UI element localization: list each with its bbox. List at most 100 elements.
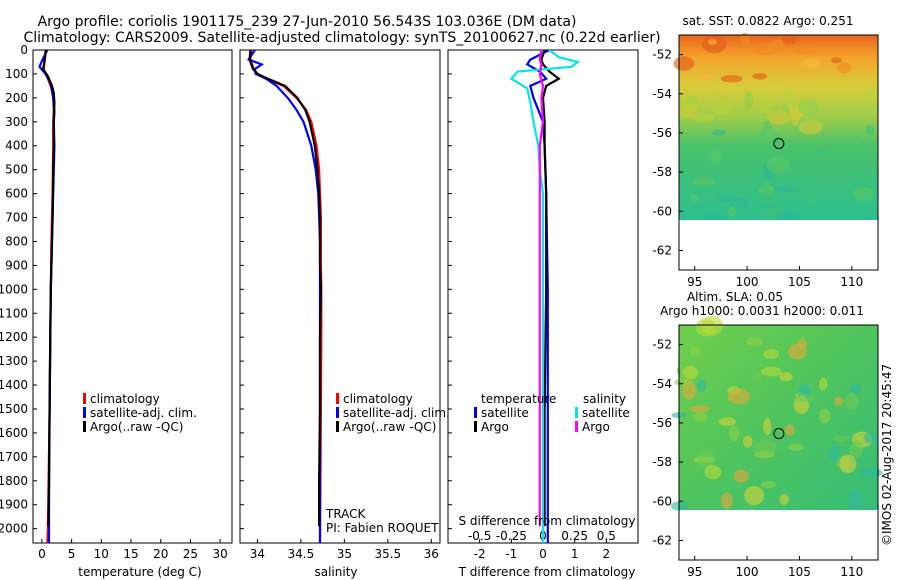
lon-tick-label: 105 bbox=[788, 275, 811, 289]
lon-tick-label: 95 bbox=[687, 275, 702, 289]
pi-label: PI: Fabien ROQUET bbox=[326, 521, 439, 535]
sst-texture-patch bbox=[852, 187, 875, 202]
sla-texture-patch bbox=[673, 378, 692, 386]
x-tick-label: 35.5 bbox=[374, 547, 401, 561]
sst-field bbox=[679, 35, 878, 220]
sla-texture-patch bbox=[788, 343, 807, 360]
series-line-s-satellite bbox=[509, 50, 581, 543]
legend-swatch-satellite bbox=[336, 407, 339, 418]
sla-texture-patch bbox=[834, 396, 844, 406]
x-tick-label: 1 bbox=[571, 547, 579, 561]
s-diff-xlabel: S difference from climatology bbox=[459, 514, 636, 528]
salinity-xlabel: salinity bbox=[314, 565, 357, 579]
s-diff-tick-label: -0.25 bbox=[496, 529, 527, 543]
s-diff-tick-label: 0.25 bbox=[561, 529, 588, 543]
lon-tick-label: 100 bbox=[736, 275, 759, 289]
x-tick-label: 25 bbox=[183, 547, 198, 561]
legend-satellite: satellite-adj. clim. bbox=[343, 406, 450, 420]
lon-tick-label: 95 bbox=[687, 565, 702, 579]
legend-temperature-head: temperature bbox=[481, 392, 556, 406]
depth-tick-label: 2000 bbox=[0, 522, 28, 536]
x-tick-label: 34.5 bbox=[288, 547, 315, 561]
sst-texture-patch bbox=[711, 100, 732, 116]
sla-map-frame bbox=[678, 324, 879, 561]
legend-argo: Argo(..raw -QC) bbox=[90, 420, 183, 434]
sla-texture-patch bbox=[754, 451, 775, 459]
lat-tick-label: -62 bbox=[652, 533, 672, 547]
legend-climatology: climatology bbox=[90, 392, 160, 406]
lon-tick-label: 100 bbox=[736, 565, 759, 579]
depth-tick-labels: 0 100 200 300 400 500 600 700 800 900 1000 1100 1200… bbox=[0, 43, 452, 536]
sla-texture-patch bbox=[761, 481, 777, 489]
sla-texture-patch bbox=[744, 486, 765, 506]
sst-texture-patch bbox=[760, 190, 780, 203]
depth-tick-label: 400 bbox=[5, 139, 28, 153]
sst-texture-patch bbox=[757, 96, 776, 114]
lat-tick-label: -54 bbox=[652, 377, 672, 391]
temperature-xlabel: temperature (deg C) bbox=[78, 565, 201, 579]
sla-texture-patch bbox=[848, 490, 863, 510]
depth-tick-label: 1700 bbox=[0, 450, 28, 464]
sla-map-title-2: Argo h1000: 0.0031 h2000: 0.011 bbox=[660, 304, 864, 318]
sla-texture-patch bbox=[696, 449, 715, 469]
lat-tick-label: -60 bbox=[652, 204, 672, 218]
sla-texture-patch bbox=[689, 405, 710, 413]
depth-tick-label: 1600 bbox=[0, 426, 28, 440]
depth-tick-label: 1400 bbox=[0, 378, 28, 392]
series-line-t-satellite bbox=[525, 50, 550, 543]
sla-texture-patch bbox=[832, 435, 850, 443]
series-line-s-argo bbox=[538, 50, 545, 527]
sst-texture-patch bbox=[804, 187, 817, 204]
depth-tick-label: 200 bbox=[5, 91, 28, 105]
sla-texture-patch bbox=[779, 494, 789, 505]
sla-texture-patch bbox=[787, 443, 804, 451]
sst-texture-patch bbox=[757, 133, 782, 141]
sst-texture-patch bbox=[728, 206, 737, 218]
depth-tick-label: 800 bbox=[5, 234, 28, 248]
lat-tick-label: -52 bbox=[652, 338, 672, 352]
sst-texture-patch bbox=[815, 148, 829, 159]
temperature-legend: climatology satellite-adj. clim. Argo(..… bbox=[83, 392, 197, 434]
sla-lon-ticks: 95 100 105 110 bbox=[687, 556, 863, 579]
legend-swatch-s-satellite bbox=[575, 407, 578, 418]
legend-t-argo: Argo bbox=[481, 420, 509, 434]
depth-tick-label: 1100 bbox=[0, 306, 28, 320]
legend-swatch-t-argo bbox=[474, 421, 477, 432]
sla-texture-patch bbox=[794, 394, 816, 402]
sst-texture-patch bbox=[861, 89, 878, 102]
series-line-argo-raw-qc- bbox=[41, 50, 56, 527]
lat-tick-label: -62 bbox=[652, 243, 672, 257]
x-tick-label: 36 bbox=[424, 547, 439, 561]
sst-texture-patch bbox=[698, 72, 715, 80]
depth-tick-label: 700 bbox=[5, 211, 28, 225]
sst-texture-patch bbox=[830, 57, 842, 64]
legend-satellite: satellite-adj. clim. bbox=[90, 406, 197, 420]
sst-texture-patch bbox=[689, 194, 700, 202]
sst-texture-patch bbox=[837, 62, 852, 74]
legend-swatch-s-argo bbox=[575, 421, 578, 432]
lon-tick-label: 110 bbox=[840, 275, 863, 289]
sst-texture-patch bbox=[673, 56, 695, 71]
x-tick-label: 35 bbox=[337, 547, 352, 561]
salinity-axes bbox=[239, 49, 441, 544]
sst-texture-patch bbox=[782, 34, 797, 45]
sst-texture-patch bbox=[711, 84, 721, 98]
lat-tick-label: -58 bbox=[652, 165, 672, 179]
x-tick-label: 15 bbox=[123, 547, 138, 561]
sst-texture-patch bbox=[711, 129, 726, 136]
sst-texture-patch bbox=[798, 120, 823, 135]
x-tick-label: 34 bbox=[250, 547, 265, 561]
sst-texture-patch bbox=[767, 109, 791, 125]
sla-texture-patch bbox=[733, 469, 749, 483]
sst-texture-patch bbox=[744, 91, 754, 109]
lat-tick-label: -54 bbox=[652, 87, 672, 101]
legend-argo: Argo(..raw -QC) bbox=[343, 420, 436, 434]
sst-texture-patch bbox=[790, 107, 801, 126]
x-tick-label: -2 bbox=[474, 547, 486, 561]
depth-tick-label: 600 bbox=[5, 187, 28, 201]
sla-texture-patch bbox=[779, 371, 793, 382]
x-tick-label: 0 bbox=[38, 547, 46, 561]
sst-texture-patch bbox=[758, 208, 783, 220]
sst-texture-patch bbox=[721, 168, 745, 186]
sst-texture-patch bbox=[852, 136, 862, 145]
